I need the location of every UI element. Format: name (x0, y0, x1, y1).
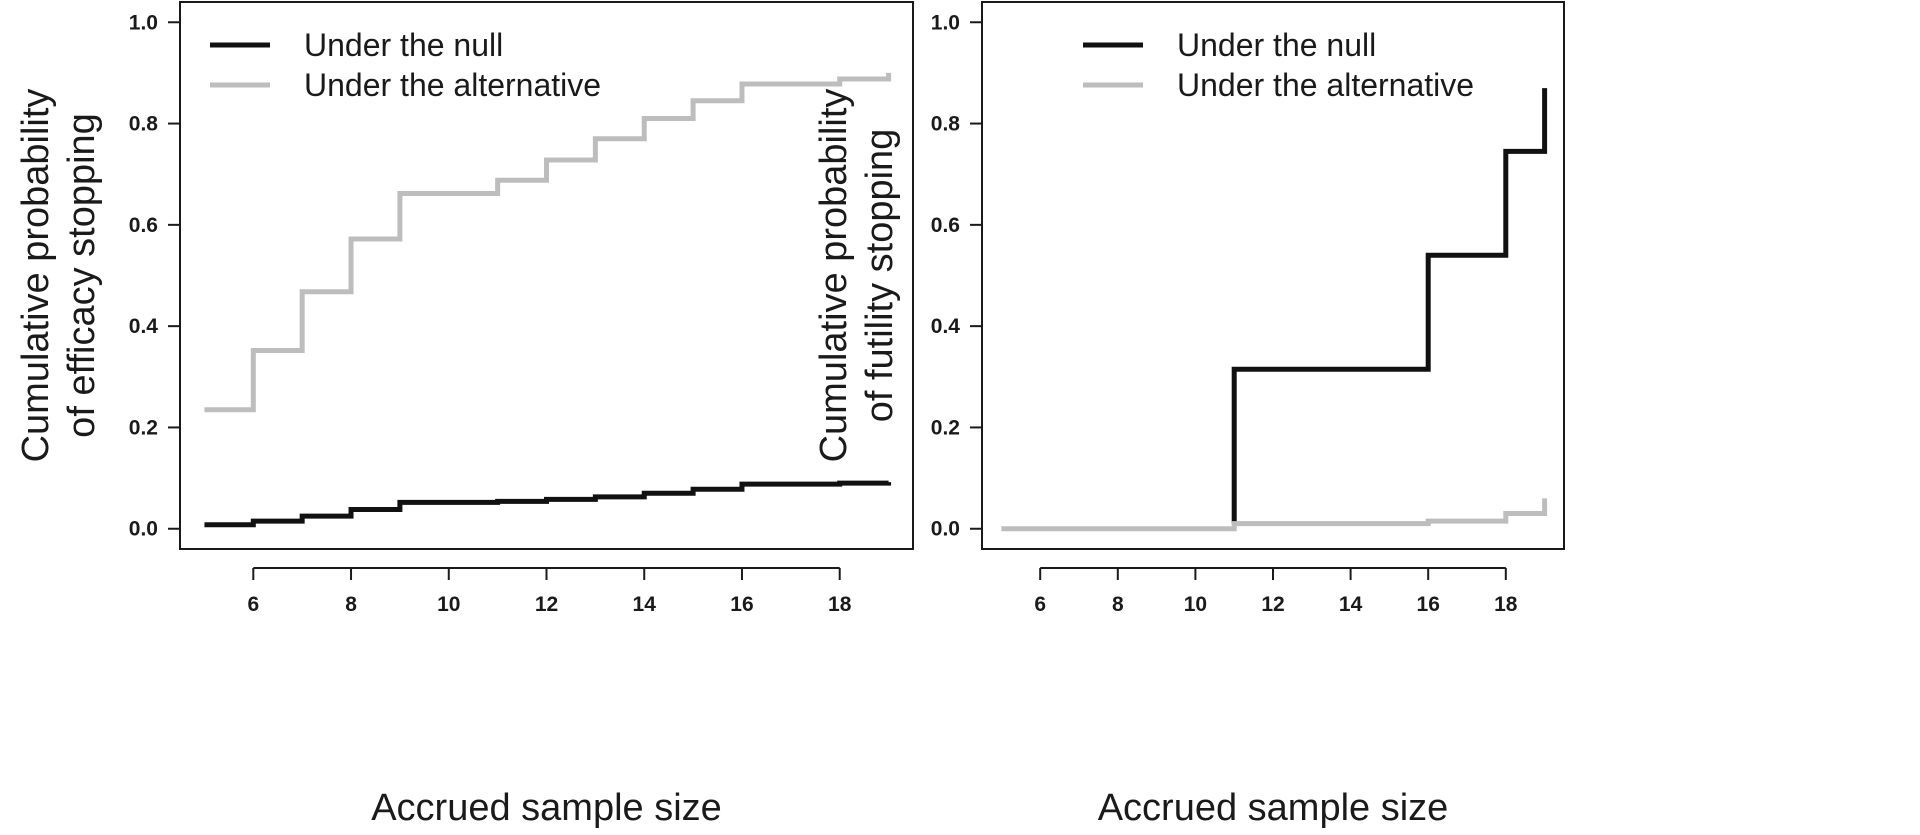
x-tick-label: 6 (1034, 593, 1046, 616)
x-axis-title: Accrued sample size (371, 787, 722, 829)
y-tick-label: 0.2 (129, 416, 158, 439)
x-tick-label: 16 (730, 593, 753, 616)
plot-frame (981, 1, 1565, 550)
y-tick-label: 0.8 (129, 113, 159, 136)
x-tick-label: 12 (535, 593, 558, 616)
x-axis-title: Accrued sample size (1098, 787, 1449, 829)
series-line-null (1231, 88, 1548, 524)
y-tick-label: 1.0 (129, 11, 158, 34)
legend-label: Under the alternative (304, 67, 601, 103)
x-tick-label: 8 (1112, 593, 1124, 616)
y-tick-label: 0.4 (129, 315, 159, 338)
x-tick-label: 16 (1417, 593, 1440, 616)
x-tick-label: 6 (247, 593, 259, 616)
legend-label: Under the null (304, 27, 503, 63)
y-tick-label: 0.4 (931, 315, 961, 338)
y-axis-title-line: Cumulative probability (15, 89, 57, 463)
x-tick-label: 18 (828, 593, 852, 616)
x-tick-label: 14 (1339, 593, 1363, 616)
y-axis-title-line: of futility stopping (859, 129, 901, 423)
legend-label: Under the null (1177, 27, 1376, 63)
series-line-null (204, 480, 892, 528)
series-line-alternative (1001, 498, 1548, 532)
chart-panel-1: 0.0 0.2 0.4 0.6 0.8 1.0 6 8 10 12 14 16 18 Accrued sa… (15, 1, 914, 829)
legend-label: Under the alternative (1177, 67, 1474, 103)
y-axis-title: Cumulative probability of futility stoppi… (813, 89, 901, 463)
y-tick-label: 0.2 (931, 416, 960, 439)
x-tick-label: 10 (437, 593, 460, 616)
plot-frame (179, 1, 914, 550)
x-tick-label: 14 (633, 593, 657, 616)
y-tick-label: 0.6 (931, 214, 960, 237)
y-tick-label: 0.0 (931, 518, 960, 541)
y-tick-label: 0.6 (129, 214, 158, 237)
x-tick-label: 18 (1494, 593, 1518, 616)
chart-panel-2: 0.0 0.2 0.4 0.6 0.8 1.0 6 8 10 12 14 16 18 Accrued sa… (813, 1, 1565, 829)
y-tick-label: 0.8 (931, 113, 961, 136)
x-tick-label: 12 (1261, 593, 1284, 616)
x-tick-label: 8 (345, 593, 357, 616)
y-tick-label: 0.0 (129, 518, 158, 541)
y-axis-title-line: Cumulative probability (813, 89, 855, 463)
series-line-alternative (204, 72, 892, 413)
y-axis-title: Cumulative probability of efficacy stoppi… (15, 89, 103, 463)
y-tick-label: 1.0 (931, 11, 960, 34)
x-tick-label: 10 (1184, 593, 1207, 616)
y-axis-title-line: of efficacy stopping (61, 113, 103, 438)
